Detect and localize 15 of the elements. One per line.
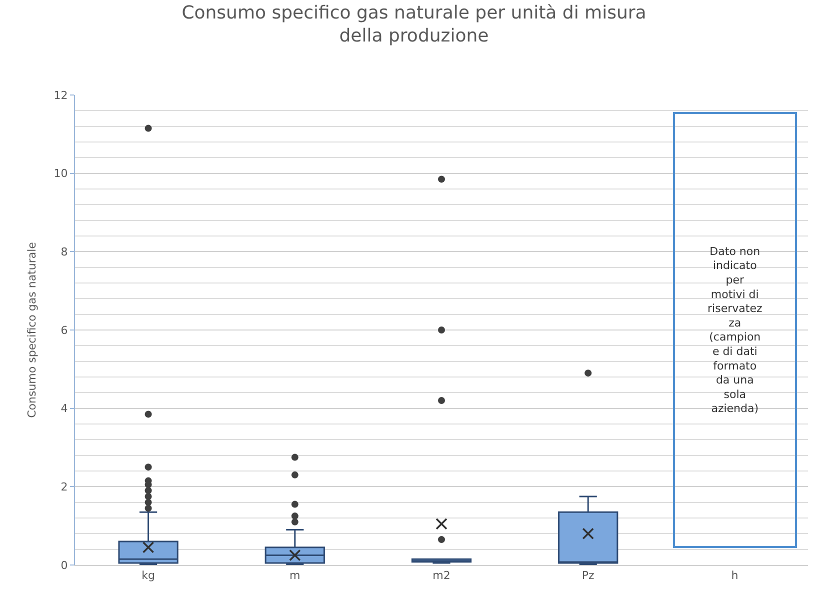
y-tick-label: 12 — [54, 88, 68, 102]
x-tick-label: m2 — [432, 569, 450, 582]
y-tick-label: 2 — [60, 480, 68, 494]
y-tick-label: 6 — [60, 324, 68, 337]
y-tick-label: 4 — [60, 402, 68, 416]
x-tick-label: Pz — [582, 569, 595, 582]
y-tick-label: 0 — [60, 558, 68, 572]
chart-title: Consumo specifico gas naturale per unità di misura della produzione — [182, 2, 646, 47]
y-tick-label: 10 — [54, 167, 68, 180]
text: Dato non indicato per motivi di riservatez za (campion e di dati formato da una sola azienda) — [708, 244, 762, 416]
y-axis-title: Consumo specifico gas naturale — [25, 242, 38, 418]
x-tick-label: h — [731, 569, 738, 582]
x-tick-label: m — [290, 569, 300, 582]
x-tick-label: kg — [142, 569, 155, 582]
y-tick-label: 8 — [60, 246, 68, 259]
